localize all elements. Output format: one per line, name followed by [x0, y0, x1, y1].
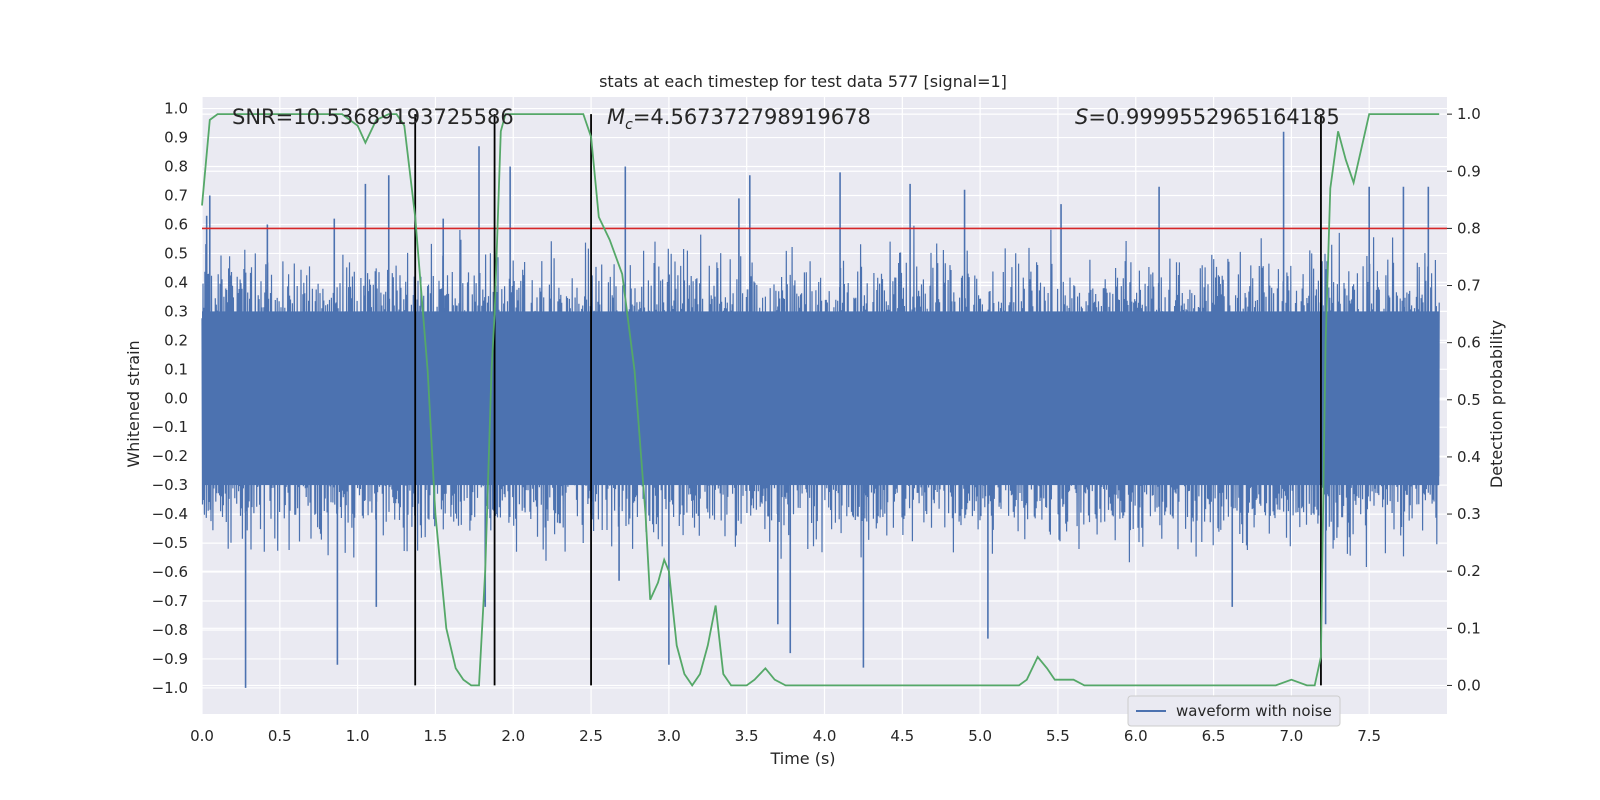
- legend-label: waveform with noise: [1176, 702, 1332, 720]
- y-right-tick-label: 0.5: [1457, 391, 1481, 409]
- x-tick-label: 3.0: [657, 727, 681, 745]
- y-left-tick-label: 0.7: [164, 186, 188, 204]
- y-right-tick-label: 0.0: [1457, 676, 1481, 694]
- y-left-tick-label: 0.6: [164, 215, 188, 233]
- x-tick-label: 6.5: [1202, 727, 1226, 745]
- x-tick-label: 7.0: [1279, 727, 1303, 745]
- legend-box: [1127, 695, 1341, 727]
- waveform-series: [201, 131, 1440, 688]
- y-right-tick-label: 0.4: [1457, 448, 1481, 466]
- y-left-tick-label: 0.4: [164, 273, 188, 291]
- y-left-tick-label: −1.0: [152, 679, 188, 697]
- y-left-tick-label: 0.2: [164, 331, 188, 349]
- chirp-mass-subscript: c: [625, 117, 633, 133]
- x-tick-label: 4.5: [890, 727, 914, 745]
- x-tick-label: 0.5: [268, 727, 292, 745]
- y-left-tick-label: −0.2: [152, 447, 188, 465]
- y-axis-label-right: Detection probability: [1487, 320, 1506, 488]
- y-right-tick-label: 0.1: [1457, 619, 1481, 637]
- y-left-tick-label: 0.9: [164, 129, 188, 147]
- y-left-tick-label: 0.3: [164, 302, 188, 320]
- y-axis-label-left: Whitened strain: [124, 340, 143, 467]
- y-right-tick-label: 0.6: [1457, 334, 1481, 352]
- x-tick-label: 5.5: [1046, 727, 1070, 745]
- y-left-tick-label: 0.5: [164, 244, 188, 262]
- legend: waveform with noise: [1127, 695, 1341, 727]
- y-right-tick-label: 0.2: [1457, 562, 1481, 580]
- x-axis-label: Time (s): [769, 749, 835, 768]
- y-left-tick-label: −0.4: [152, 505, 188, 523]
- chirp-mass-annotation: Mc=4.567372798919678: [607, 105, 871, 133]
- y-left-tick-label: −0.1: [152, 418, 188, 436]
- y-left-tick-label: 1.0: [164, 100, 188, 118]
- y-right-tick-label: 0.7: [1457, 277, 1481, 295]
- axis-ticks: 0.0 0.5 1.0 1.5 2.0 2.5 3.0 3.5 4.0 4.5 5.0 5.5 6.0 6…: [152, 100, 1481, 745]
- x-tick-label: 2.0: [501, 727, 525, 745]
- y-left-tick-label: 0.8: [164, 158, 188, 176]
- snr-annotation: SNR=10.53689193725586: [232, 105, 514, 129]
- x-tick-label: 1.5: [424, 727, 448, 745]
- y-left-tick-label: 0.0: [164, 389, 188, 407]
- y-left-tick-label: −0.5: [152, 534, 188, 552]
- overlays: [202, 114, 1447, 686]
- x-tick-label: 3.5: [735, 727, 759, 745]
- waveform-core-band: [202, 311, 1440, 486]
- s-symbol: S: [1075, 105, 1088, 129]
- x-tick-label: 0.0: [190, 727, 214, 745]
- chirp-mass-symbol: M: [607, 105, 625, 129]
- x-tick-label: 6.0: [1124, 727, 1148, 745]
- chart-title: stats at each timestep for test data 577…: [599, 72, 1007, 91]
- y-right-tick-label: 0.3: [1457, 505, 1481, 523]
- y-left-tick-label: −0.9: [152, 650, 188, 668]
- y-right-tick-label: 0.8: [1457, 219, 1481, 237]
- probability-line: [201, 113, 1440, 687]
- y-right-tick-label: 1.0: [1457, 105, 1481, 123]
- s-annotation: S=0.9999552965164185: [1075, 105, 1340, 129]
- chirp-mass-value: =4.567372798919678: [633, 105, 871, 129]
- x-tick-label: 5.0: [968, 727, 992, 745]
- probability-series: [201, 113, 1440, 687]
- y-left-tick-label: −0.8: [152, 621, 188, 639]
- x-tick-label: 4.0: [813, 727, 837, 745]
- y-left-tick-label: −0.6: [152, 563, 188, 581]
- y-right-tick-label: 0.9: [1457, 162, 1481, 180]
- y-left-tick-label: −0.3: [152, 476, 188, 494]
- x-tick-label: 1.0: [346, 727, 370, 745]
- x-tick-label: 2.5: [579, 727, 603, 745]
- y-left-tick-label: −0.7: [152, 592, 188, 610]
- x-tick-label: 7.5: [1357, 727, 1381, 745]
- s-value: =0.9999552965164185: [1088, 105, 1339, 129]
- y-left-tick-label: 0.1: [164, 360, 188, 378]
